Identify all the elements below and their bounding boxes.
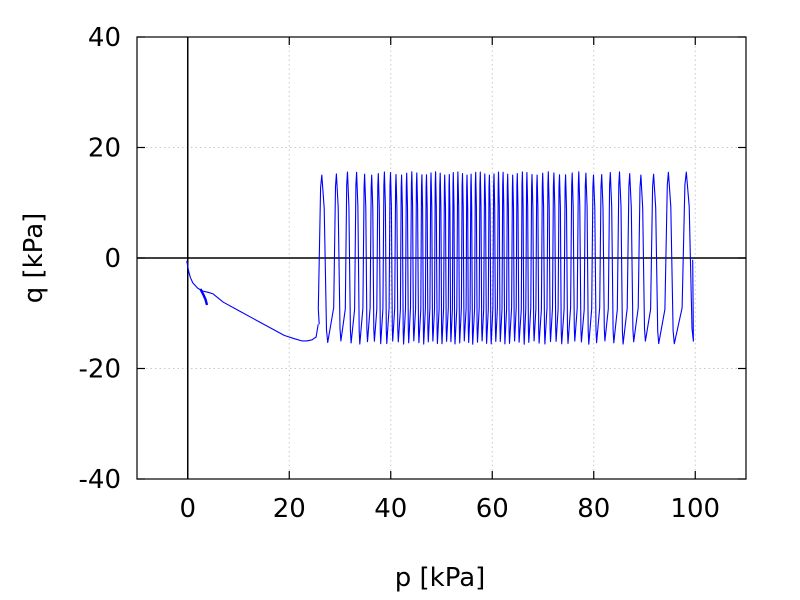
y-axis-title: q [kPa] xyxy=(19,213,49,304)
y-tick-label: 40 xyxy=(88,23,121,53)
y-tick-label: -40 xyxy=(79,465,121,495)
y-tick-label: 20 xyxy=(88,134,121,164)
y-tick-label: 0 xyxy=(104,244,121,274)
series-line xyxy=(186,260,319,342)
x-tick-label: 60 xyxy=(476,494,509,524)
y-tick-label: -20 xyxy=(79,355,121,385)
series-line xyxy=(199,288,209,306)
data-series xyxy=(186,171,694,345)
x-tick-label: 0 xyxy=(179,494,196,524)
x-tick-label: 100 xyxy=(670,494,720,524)
x-axis-title: p [kPa] xyxy=(395,563,486,593)
y-tick-labels: -40 -20 0 20 40 xyxy=(79,23,121,495)
x-tick-labels: 0 20 40 60 80 100 xyxy=(179,494,720,524)
x-tick-label: 40 xyxy=(374,494,407,524)
tick-marks xyxy=(137,36,746,480)
x-tick-label: 20 xyxy=(273,494,306,524)
series-line xyxy=(317,171,694,345)
x-tick-label: 80 xyxy=(577,494,610,524)
